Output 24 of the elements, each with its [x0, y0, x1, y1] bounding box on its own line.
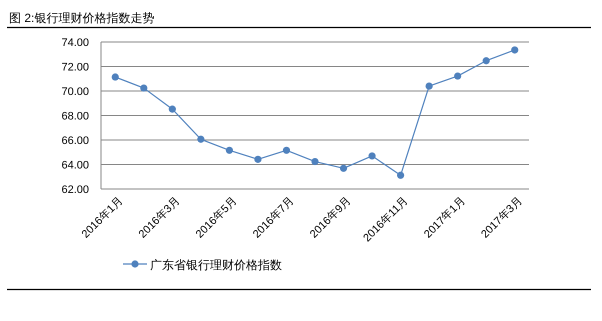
point	[426, 82, 433, 90]
point	[140, 84, 148, 92]
point	[226, 146, 233, 154]
point	[511, 46, 518, 54]
point	[282, 146, 290, 154]
point	[254, 156, 262, 163]
y-tick-label: 68.00	[61, 110, 89, 122]
y-tick-label: 64.00	[61, 160, 89, 172]
y-tick-label: 66.00	[61, 135, 89, 147]
point	[197, 136, 204, 143]
point	[368, 152, 376, 160]
y-tick-label: 74.00	[61, 37, 89, 49]
point	[168, 106, 176, 113]
point	[454, 72, 462, 80]
point	[397, 172, 404, 179]
y-tick-label: 62.00	[61, 184, 89, 196]
legend-label: 广东省银行理财价格指数	[150, 258, 282, 272]
point	[340, 164, 348, 172]
point	[311, 158, 319, 166]
point	[482, 57, 490, 64]
y-tick-label: 72.00	[61, 62, 89, 74]
chart-title: 图 2:银行理财价格指数走势	[9, 11, 154, 25]
y-tick-label: 70.00	[61, 86, 89, 98]
point	[112, 73, 119, 81]
